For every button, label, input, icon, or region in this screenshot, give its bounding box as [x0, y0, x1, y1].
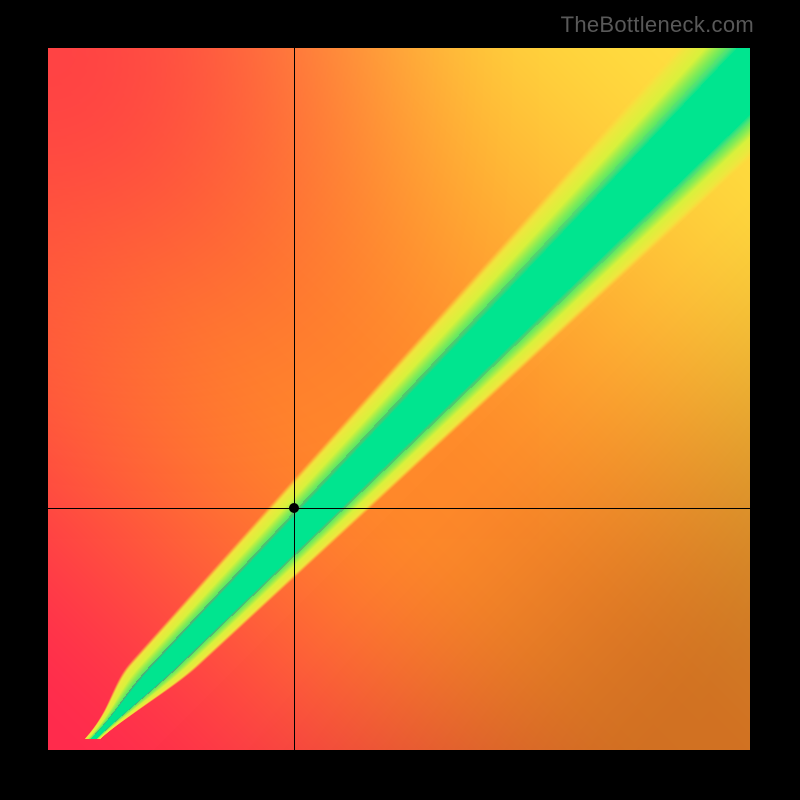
watermark-text: TheBottleneck.com	[561, 12, 754, 38]
crosshair-marker	[289, 503, 299, 513]
heatmap-canvas	[48, 48, 750, 750]
heatmap-plot	[48, 48, 750, 750]
crosshair-vertical	[294, 48, 295, 750]
crosshair-horizontal	[48, 508, 750, 509]
